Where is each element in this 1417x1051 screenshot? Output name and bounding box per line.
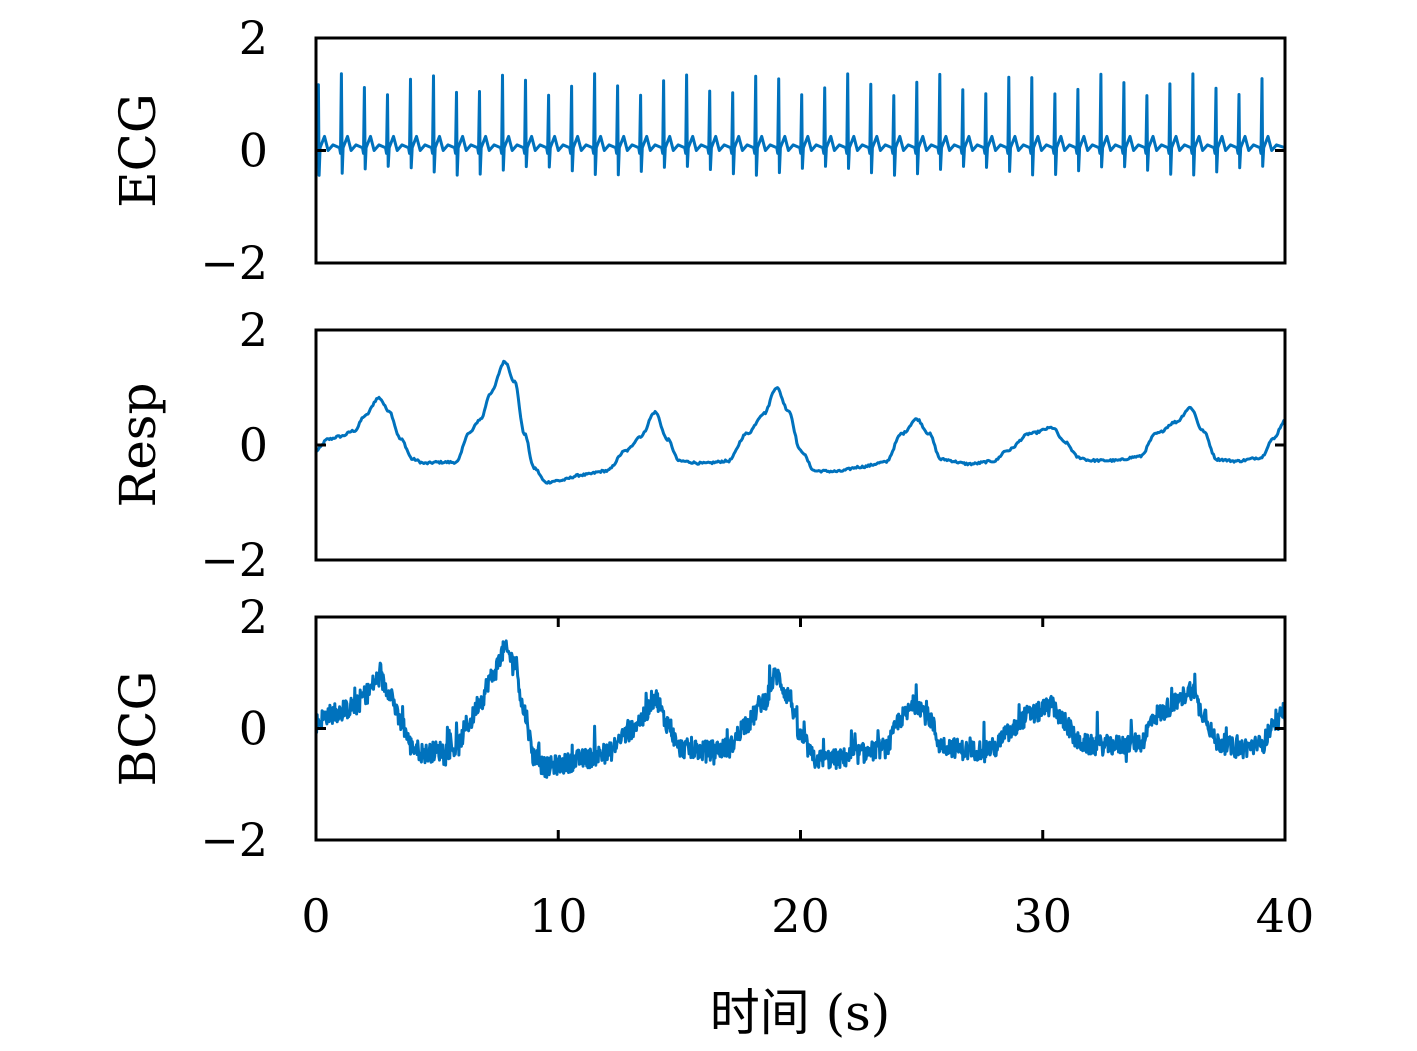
x-tick-label: 0 bbox=[301, 889, 330, 943]
y-tick-label: −2 bbox=[200, 813, 268, 867]
y-axis-label-bcg: BCG bbox=[109, 671, 167, 787]
series-line-ecg bbox=[316, 72, 1285, 177]
x-tick-label: 40 bbox=[1256, 889, 1315, 943]
x-tick-label: 10 bbox=[529, 889, 588, 943]
y-tick-label: 2 bbox=[239, 590, 268, 644]
x-tick-label: 30 bbox=[1013, 889, 1072, 943]
y-tick-label: −2 bbox=[200, 533, 268, 587]
y-tick-label: 0 bbox=[239, 418, 268, 472]
x-axis-label: 时间 (s) bbox=[710, 984, 891, 1042]
series-line-bcg bbox=[316, 639, 1285, 779]
y-axis-label-resp: Resp bbox=[109, 383, 167, 508]
panel-resp: −2 0 2 Resp bbox=[109, 303, 1287, 587]
y-axis-label-ecg: ECG bbox=[109, 93, 167, 208]
y-tick-label: −2 bbox=[200, 236, 268, 290]
y-tick-label: 0 bbox=[239, 124, 268, 178]
x-axis-tick-labels: 0 10 20 30 40 bbox=[301, 889, 1314, 943]
panel-bcg: −2 0 2 BCG bbox=[109, 590, 1287, 867]
y-tick-label: 0 bbox=[239, 702, 268, 756]
panel-frame-resp bbox=[314, 328, 1287, 562]
y-tick-label: 2 bbox=[239, 11, 268, 65]
panel-ecg: −2 0 2 ECG bbox=[109, 11, 1287, 290]
series-line-resp bbox=[316, 359, 1285, 485]
x-tick-label: 20 bbox=[771, 889, 830, 943]
chart-panels: −2 0 2 ECG −2 0 2 Resp −2 0 2 BCG bbox=[109, 11, 1287, 867]
y-tick-label: 2 bbox=[239, 303, 268, 357]
